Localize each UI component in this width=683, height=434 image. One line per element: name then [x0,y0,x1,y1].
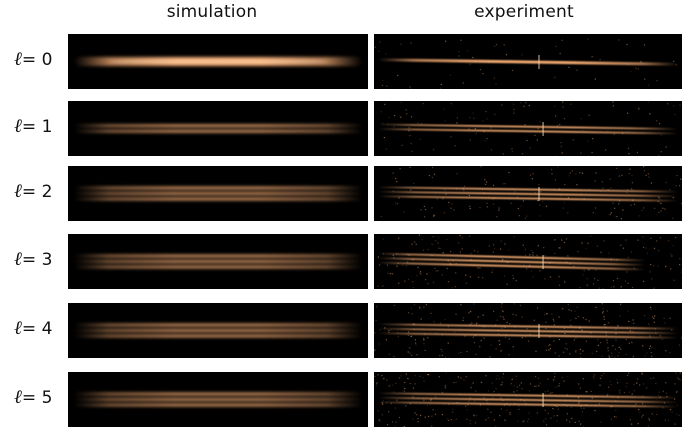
ell-symbol: ℓ [14,386,22,408]
mode-row-l0: ℓ= 0 [0,34,683,90]
ell-symbol: ℓ [14,48,22,70]
noise-speckle [380,101,681,156]
ell-symbol: ℓ [14,180,22,202]
mode-row-l2: ℓ= 2 [0,166,683,222]
ell-symbol: ℓ [14,317,22,339]
noise-speckle [380,166,682,220]
experiment-column-header: experiment [474,2,574,22]
experiment-image [374,372,682,427]
mode-row-l4: ℓ= 4 [0,303,683,359]
experiment-image [374,303,682,358]
simulation-column-header: simulation [166,2,258,22]
mode-value: = 4 [21,319,53,339]
simulation-image [68,34,368,89]
mode-label: ℓ= 2 [14,180,60,203]
mode-label: ℓ= 0 [14,48,60,71]
noise-speckle [374,38,677,89]
mode-row-l1: ℓ= 1 [0,101,683,157]
mode-value: = 2 [21,182,53,202]
mode-label: ℓ= 1 [14,115,60,138]
mode-value: = 5 [21,388,53,408]
noise-speckle [374,303,682,358]
experiment-image [374,101,682,156]
mode-row-l3: ℓ= 3 [0,234,683,290]
simulation-image [68,166,368,221]
simulation-image [68,234,368,289]
experiment-image [374,34,682,89]
ell-symbol: ℓ [14,248,22,270]
mode-row-l5: ℓ= 5 [0,372,683,428]
mode-label: ℓ= 5 [14,386,60,409]
mode-value: = 1 [21,117,53,137]
mode-value: = 0 [21,50,53,70]
experiment-image [374,234,682,289]
mode-label: ℓ= 3 [14,248,60,271]
ell-symbol: ℓ [14,115,22,137]
experiment-image [374,166,682,221]
simulation-image [68,372,368,427]
simulation-image [68,101,368,156]
simulation-image [68,303,368,358]
mode-value: = 3 [21,250,53,270]
mode-label: ℓ= 4 [14,317,60,340]
